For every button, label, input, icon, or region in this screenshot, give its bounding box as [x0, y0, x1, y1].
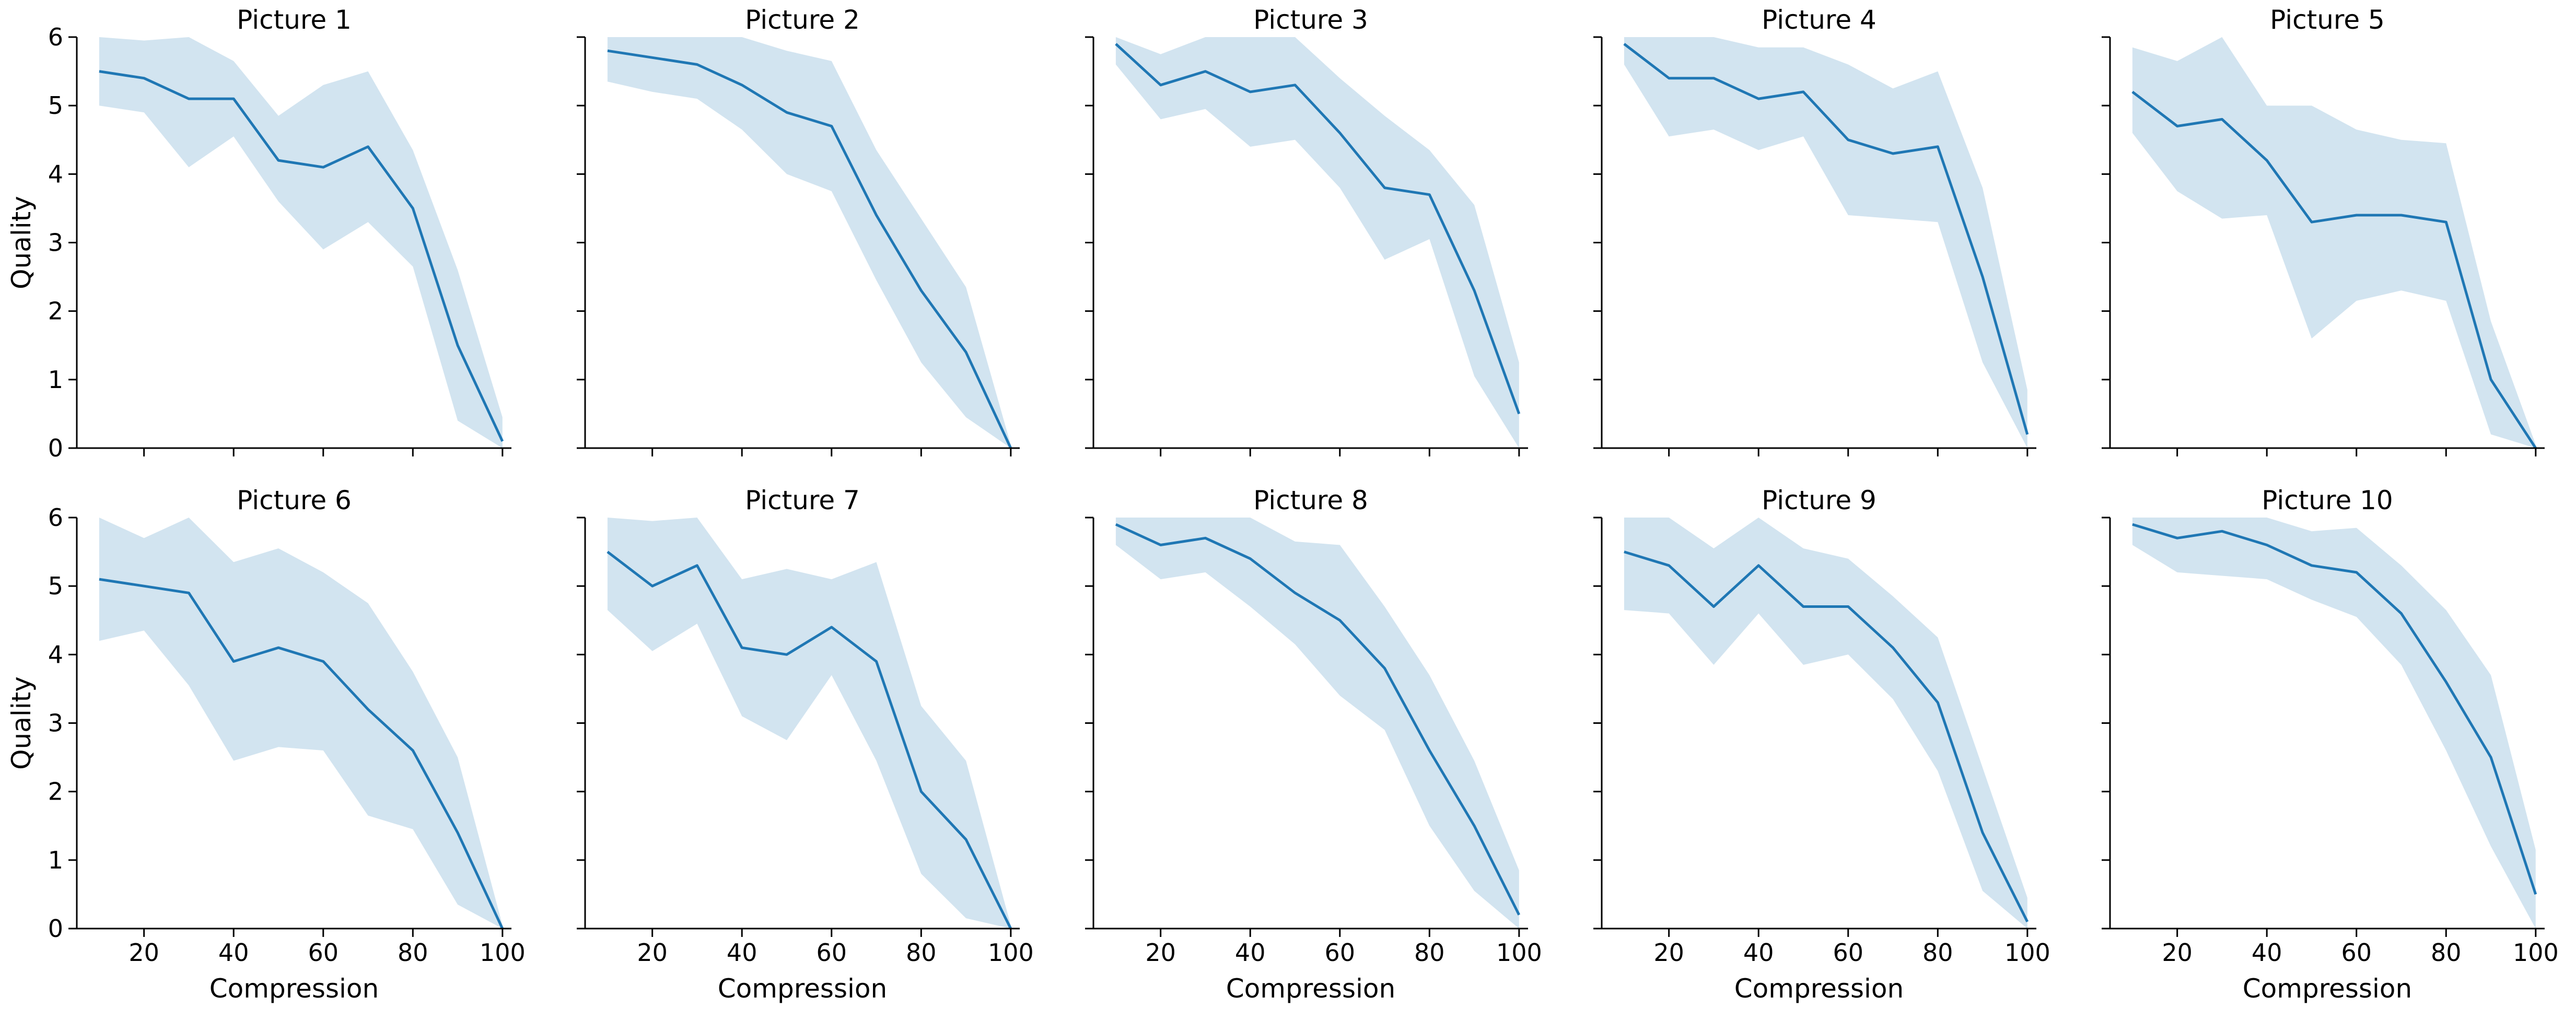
series-line: [607, 49, 1012, 449]
series-line: [1624, 550, 2029, 923]
x-tick-label: 40: [2252, 938, 2282, 967]
confidence-band: [1115, 518, 1519, 929]
confidence-band: [99, 37, 503, 448]
series-line: [1115, 523, 1521, 916]
x-axis-label: Compression: [1734, 973, 1904, 1004]
x-tick-label: 40: [727, 938, 757, 967]
x-tick-label: 20: [1653, 938, 1684, 967]
subplot-2: Picture 2: [577, 5, 1020, 456]
confidence-band: [1624, 37, 2027, 448]
confidence-band: [2132, 37, 2536, 448]
x-tick-label: 20: [129, 938, 159, 967]
x-axis-label: Compression: [718, 973, 887, 1004]
series-line: [1115, 43, 1521, 415]
subplot-title: Picture 6: [237, 485, 352, 515]
x-tick-label: 40: [218, 938, 249, 967]
confidence-band: [1624, 518, 2027, 929]
subplot-9: 20 40 60 80 100 Picture 9 Compression: [1593, 485, 2050, 1004]
x-tick-label: 60: [1324, 938, 1355, 967]
x-tick-label: 100: [480, 938, 526, 967]
subplot-10: 20 40 60 80 100 Picture 10 Compression: [2102, 485, 2559, 1004]
series-line: [2132, 523, 2537, 895]
y-axis-label: Quality: [6, 196, 37, 289]
series-line: [1623, 43, 2029, 435]
x-axis-label: Compression: [1226, 973, 1395, 1004]
series-line: [607, 550, 1012, 930]
x-tick-label: 20: [2162, 938, 2193, 967]
y-tick-label: 0: [48, 434, 63, 462]
x-axis-label: Compression: [209, 973, 379, 1004]
y-tick-label: 3: [48, 709, 63, 737]
x-tick-label: 20: [637, 938, 668, 967]
subplot-title: Picture 2: [745, 5, 860, 35]
subplot-5: Picture 5: [2102, 5, 2545, 456]
series-line: [99, 578, 504, 930]
y-tick-label: 4: [48, 640, 63, 668]
y-tick-label: 3: [48, 229, 63, 257]
series-line: [99, 70, 504, 442]
y-tick-label: 5: [48, 91, 63, 120]
y-tick-label: 6: [48, 503, 63, 532]
x-tick-label: 40: [1743, 938, 1774, 967]
x-tick-label: 80: [398, 938, 428, 967]
x-tick-label: 80: [2431, 938, 2462, 967]
y-tick-label: 2: [48, 778, 63, 806]
x-tick-label: 80: [1922, 938, 1953, 967]
subplot-6: 0 1 2 3 4 5 6 20 40 60 80 100 Picture 6 Quality Compre…: [6, 485, 526, 1004]
confidence-band: [1115, 37, 1519, 448]
subplot-1: 0 1 2 3 4 5 6 Picture 1 Quality: [6, 5, 511, 462]
subplot-title: Picture 3: [1253, 5, 1368, 35]
subplot-title: Picture 5: [2270, 5, 2385, 35]
confidence-band: [607, 518, 1011, 929]
subplot-title: Picture 9: [1762, 485, 1876, 515]
subplot-title: Picture 7: [745, 485, 860, 515]
series-line: [2131, 90, 2537, 449]
confidence-band: [99, 518, 503, 929]
x-tick-label: 60: [1833, 938, 1863, 967]
x-tick-label: 60: [2341, 938, 2372, 967]
subplot-title: Picture 4: [1762, 5, 1876, 35]
subplot-title: Picture 8: [1253, 485, 1368, 515]
y-tick-label: 5: [48, 572, 63, 600]
x-tick-label: 100: [2004, 938, 2050, 967]
y-axis-label: Quality: [6, 676, 37, 770]
x-tick-label: 100: [2513, 938, 2559, 967]
x-tick-label: 40: [1235, 938, 1266, 967]
y-tick-label: 4: [48, 160, 63, 188]
confidence-band: [607, 37, 1011, 448]
subplot-7: 20 40 60 80 100 Picture 7 Compression: [577, 485, 1034, 1004]
x-tick-label: 60: [308, 938, 339, 967]
subplot-4: Picture 4: [1593, 5, 2036, 456]
y-tick-label: 2: [48, 297, 63, 325]
x-tick-label: 80: [906, 938, 937, 967]
x-tick-label: 80: [1414, 938, 1445, 967]
x-tick-label: 100: [1496, 938, 1542, 967]
confidence-band: [2132, 518, 2536, 929]
x-tick-label: 20: [1145, 938, 1176, 967]
subplot-title: Picture 1: [237, 5, 352, 35]
x-tick-label: 100: [988, 938, 1034, 967]
x-axis-label: Compression: [2243, 973, 2412, 1004]
y-tick-label: 1: [48, 366, 63, 394]
x-tick-label: 60: [816, 938, 847, 967]
subplot-title: Picture 10: [2262, 485, 2393, 515]
subplot-8: 20 40 60 80 100 Picture 8 Compression: [1085, 485, 1542, 1004]
subplot-3: Picture 3: [1085, 5, 1528, 456]
y-tick-label: 0: [48, 914, 63, 943]
y-tick-label: 1: [48, 846, 63, 874]
y-tick-label: 6: [48, 23, 63, 51]
